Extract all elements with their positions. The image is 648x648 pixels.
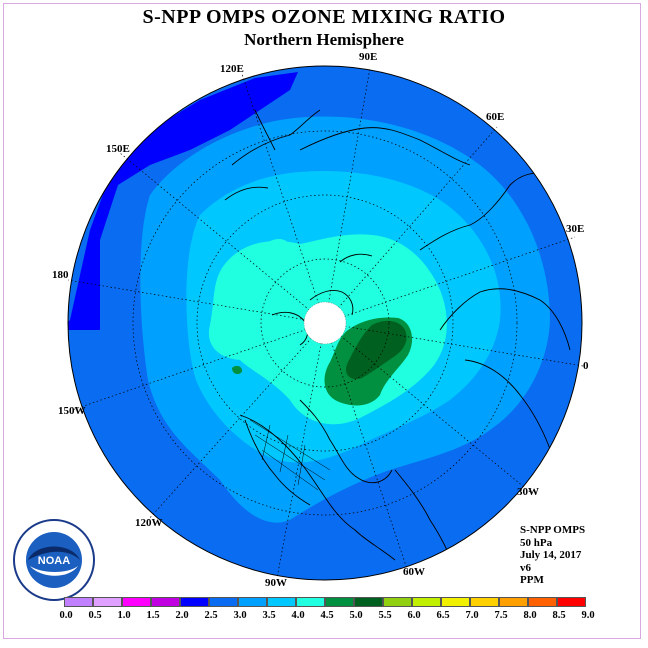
map-subtitle: Northern Hemisphere (244, 30, 404, 49)
colorbar-swatch (528, 597, 557, 607)
lon-label-60w: 60W (403, 566, 425, 578)
colorbar-swatch (470, 597, 499, 607)
colorbar-swatch (441, 597, 470, 607)
map-boundary (67, 65, 583, 581)
contour-4-5-spot (232, 365, 243, 375)
lon-label-30w: 30W (517, 486, 539, 498)
colorbar-tick-label: 0.0 (59, 610, 73, 621)
colorbar-tick-label: 1.5 (146, 610, 160, 621)
colorbar-swatch (383, 597, 412, 607)
colorbar-swatch (122, 597, 151, 607)
contour-2-0 (68, 72, 298, 330)
lon-label-0: 0 (583, 360, 589, 372)
colorbar-tick-label: 2.5 (204, 610, 218, 621)
date-label: July 14, 2017 (520, 549, 582, 561)
figure-frame (3, 3, 641, 639)
units-label: PPM (520, 574, 544, 586)
graticule (67, 67, 584, 579)
contour-5-0 (345, 320, 407, 380)
colorbar-swatch (238, 597, 267, 607)
colorbar-swatch (296, 597, 325, 607)
colorbar-tick-label: 4.0 (291, 610, 305, 621)
colorbar-swatch (499, 597, 528, 607)
colorbar-tick-label: 7.5 (494, 610, 508, 621)
lon-label-90e: 90E (359, 51, 378, 63)
colorbar-swatch (151, 597, 180, 607)
noaa-logo-text: NOAA (38, 555, 70, 567)
colorbar-tick-label: 7.0 (465, 610, 479, 621)
product-info: S-NPP OMPS 50 hPa July 14, 2017 v6 PPM (520, 524, 585, 587)
colorbar-swatch (209, 597, 238, 607)
instrument-label: S-NPP OMPS (520, 524, 586, 536)
lon-label-90w: 90W (265, 577, 287, 589)
contour-4-0-patch (265, 238, 292, 256)
colorbar-swatch (267, 597, 296, 607)
colorbar-swatch (557, 597, 586, 607)
colorbar-tick-label: 1.0 (117, 610, 131, 621)
version-label: v6 (520, 561, 531, 574)
colorbar-tick-label: 2.0 (175, 610, 189, 621)
colorbar-tick-label: 3.0 (233, 610, 247, 621)
colorbar-tick-label: 5.5 (378, 610, 392, 621)
colorbar (64, 597, 586, 608)
colorbar-swatch (354, 597, 383, 607)
colorbar-tick-label: 6.0 (407, 610, 421, 621)
colorbar-tick-label: 0.5 (88, 610, 102, 621)
noaa-logo: NOAA (13, 519, 95, 601)
colorbar-swatch (325, 597, 354, 607)
lon-label-180: 180 (52, 269, 69, 281)
pole-no-data (303, 301, 347, 345)
colorbar-tick-label: 5.0 (349, 610, 363, 621)
lon-label-150w: 150W (58, 405, 86, 417)
map-title: S-NPP OMPS OZONE MIXING RATIO (142, 6, 506, 28)
lon-label-60e: 60E (486, 111, 505, 123)
lon-label-120w: 120W (135, 517, 163, 529)
colorbar-swatch (180, 597, 209, 607)
colorbar-swatch (93, 597, 122, 607)
colorbar-tick-label: 6.5 (436, 610, 450, 621)
colorbar-tick-label: 8.0 (523, 610, 537, 621)
lon-label-30e: 30E (566, 223, 585, 235)
pressure-level: 50 hPa (520, 536, 553, 549)
lon-label-120e: 120E (220, 63, 244, 75)
state-lines (249, 419, 331, 491)
colorbar-tick-label: 9.0 (581, 610, 595, 621)
colorbar-tick-label: 8.5 (552, 610, 566, 621)
colorbar-swatch (412, 597, 441, 607)
colorbar-tick-label: 4.5 (320, 610, 334, 621)
lon-label-150e: 150E (106, 143, 130, 155)
colorbar-swatch (64, 597, 93, 607)
colorbar-tick-label: 3.5 (262, 610, 276, 621)
